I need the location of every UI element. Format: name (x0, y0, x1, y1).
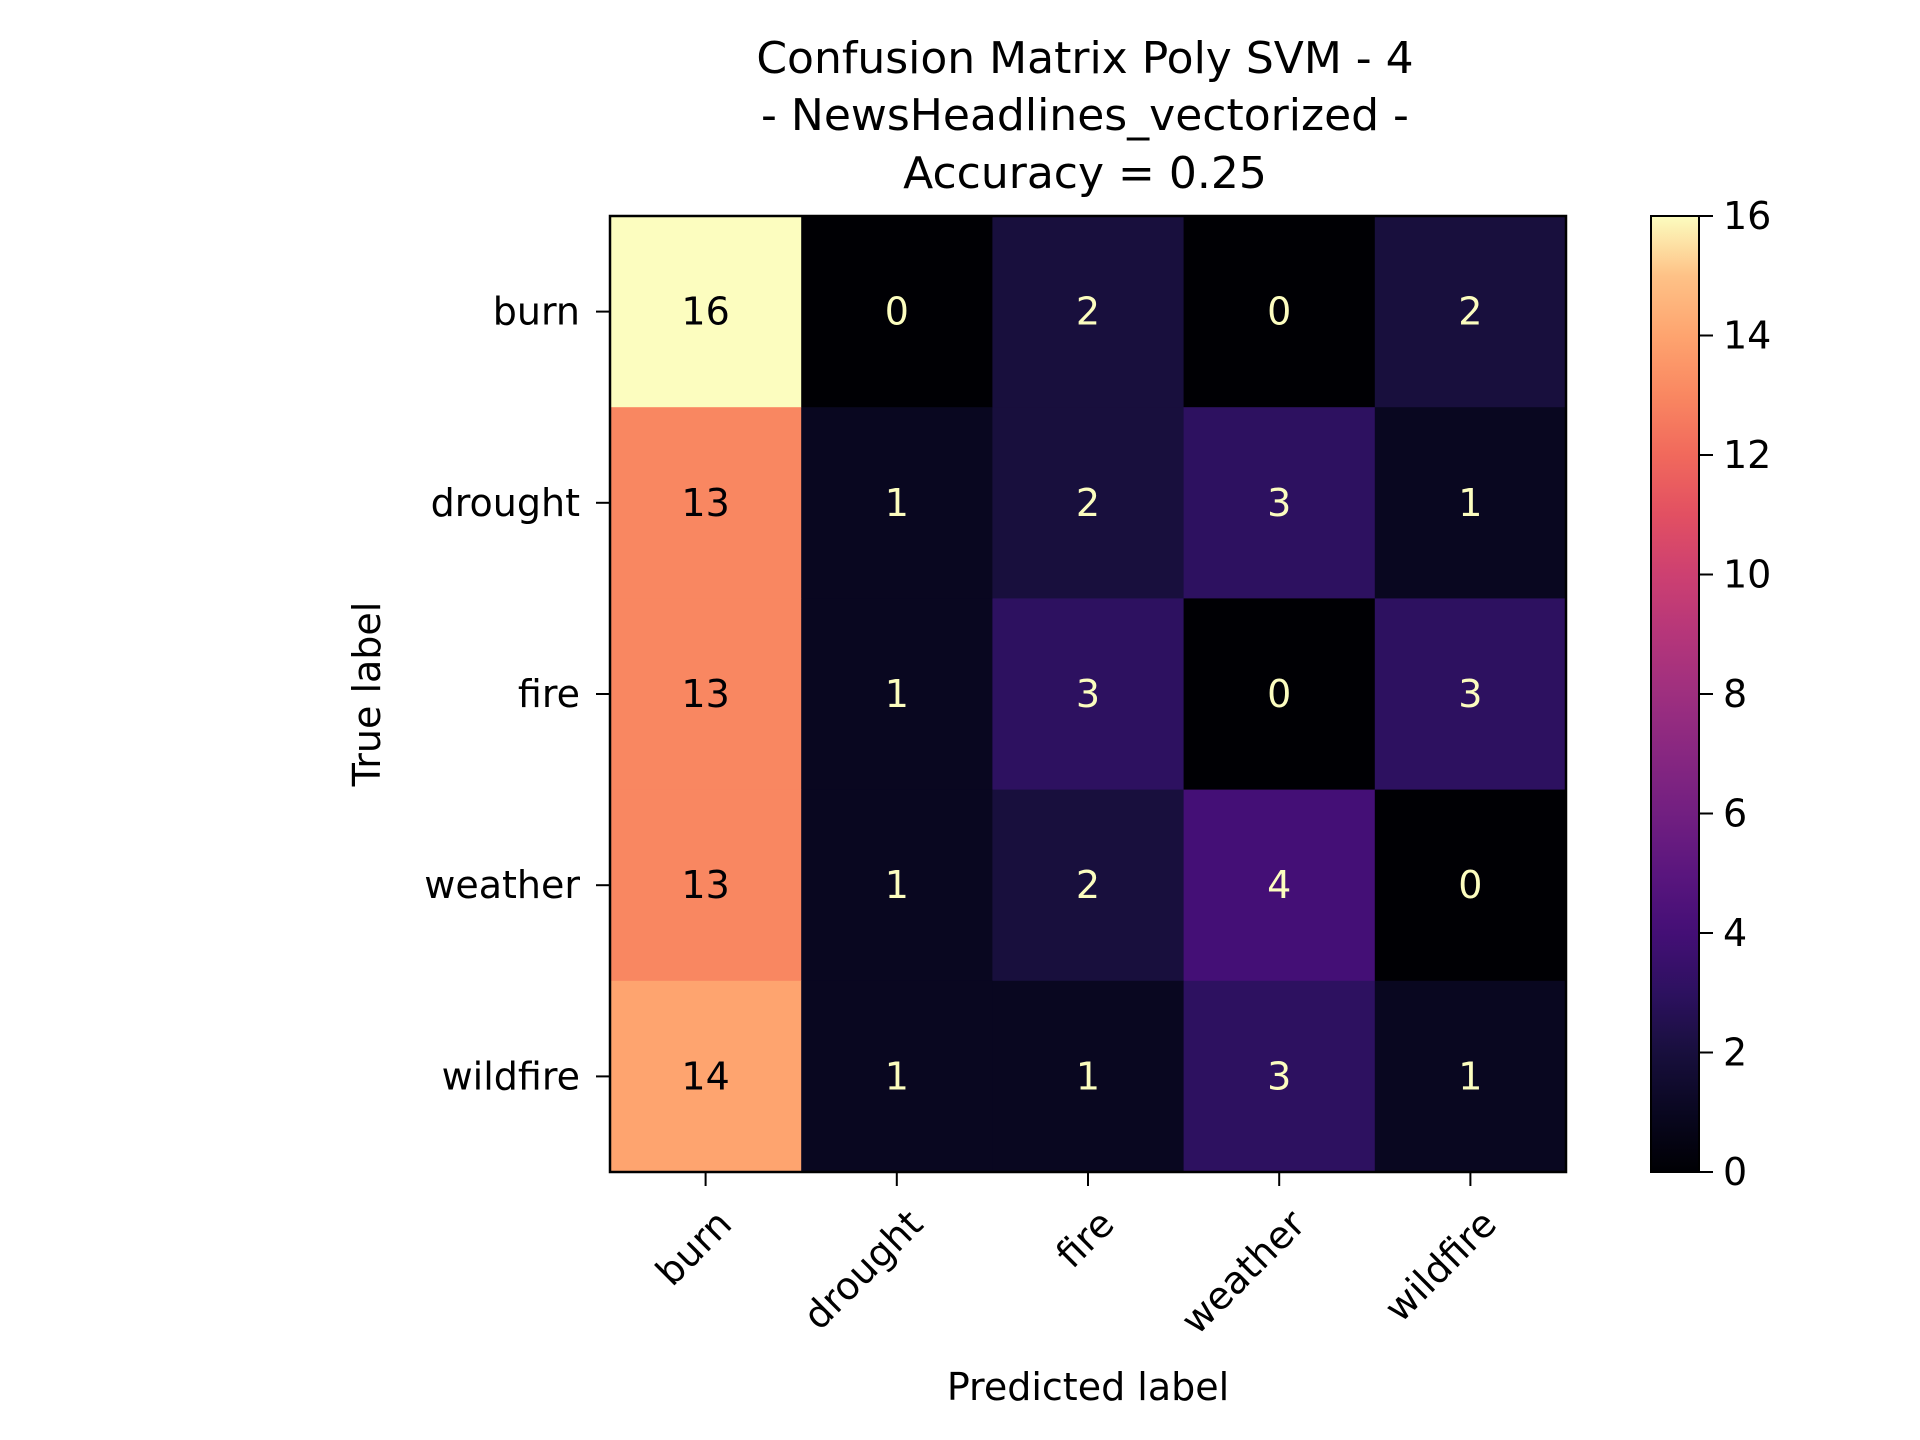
colorbar-tick-label-6: 6 (1723, 792, 1747, 836)
x-tick-label-fire: fire (1047, 1201, 1122, 1276)
cell-value-weather-wildfire: 0 (1458, 863, 1482, 907)
cell-value-drought-fire: 2 (1076, 481, 1100, 525)
cell-value-burn-drought: 0 (885, 290, 909, 334)
chart-title: Confusion Matrix Poly SVM - 4 - NewsHead… (756, 33, 1413, 199)
cell-value-drought-drought: 1 (885, 481, 909, 525)
cell-weather-fire (992, 789, 1185, 982)
x-axis-ticks: burn drought fire weather wildfire (647, 1172, 1505, 1343)
cell-wildfire-fire (992, 980, 1185, 1173)
chart-title-line-3: Accuracy = 0.25 (903, 148, 1267, 199)
cell-drought-drought (801, 407, 993, 599)
colorbar-tick-label-0: 0 (1723, 1150, 1747, 1194)
y-tick-label-weather: weather (424, 863, 580, 907)
cell-weather-burn (610, 789, 802, 982)
cell-value-weather-fire: 2 (1076, 863, 1100, 907)
cell-drought-wildfire (1374, 407, 1567, 599)
chart-title-line-1: Confusion Matrix Poly SVM - 4 (756, 33, 1413, 84)
colorbar-tick-label-12: 12 (1723, 433, 1771, 477)
colorbar-ticks: 0 2 4 6 8 10 12 14 16 (1699, 194, 1771, 1194)
cell-fire-fire (992, 598, 1185, 791)
cell-wildfire-drought (801, 980, 993, 1173)
cell-burn-burn (610, 216, 802, 408)
cell-burn-wildfire (1374, 216, 1567, 408)
cell-value-burn-fire: 2 (1076, 290, 1100, 334)
cell-value-fire-weather: 0 (1267, 672, 1291, 716)
cell-drought-weather (1183, 407, 1376, 599)
cell-wildfire-wildfire (1374, 980, 1567, 1173)
cell-wildfire-weather (1183, 980, 1376, 1173)
heatmap-cells (610, 216, 1567, 1173)
cell-value-fire-fire: 3 (1076, 672, 1100, 716)
x-axis-label: Predicted label (947, 1365, 1229, 1409)
cell-wildfire-burn (610, 980, 802, 1173)
y-tick-label-wildfire: wildfire (442, 1054, 580, 1098)
x-tick-label-weather: weather (1172, 1201, 1313, 1342)
cell-value-drought-wildfire: 1 (1458, 481, 1482, 525)
cell-fire-wildfire (1374, 598, 1567, 791)
cell-weather-drought (801, 789, 993, 982)
cell-value-burn-burn: 16 (681, 290, 729, 334)
cell-value-burn-wildfire: 2 (1458, 290, 1482, 334)
cell-drought-burn (610, 407, 802, 599)
colorbar-tick-label-16: 16 (1723, 194, 1771, 238)
cell-value-wildfire-drought: 1 (885, 1054, 909, 1098)
chart-title-line-2: - NewsHeadlines_vectorized - (761, 90, 1409, 141)
y-axis-label: True label (345, 602, 389, 788)
cell-value-drought-weather: 3 (1267, 481, 1291, 525)
cell-value-fire-drought: 1 (885, 672, 909, 716)
cell-weather-wildfire (1374, 789, 1567, 982)
cell-value-wildfire-weather: 3 (1267, 1054, 1291, 1098)
cell-value-wildfire-fire: 1 (1076, 1054, 1100, 1098)
cell-fire-drought (801, 598, 993, 791)
cell-drought-fire (992, 407, 1185, 599)
cell-burn-drought (801, 216, 993, 408)
cell-value-weather-burn: 13 (681, 863, 729, 907)
cell-annotations: 16 0 2 0 213 1 2 3 113 1 3 0 313 1 2 4 014 1 1 3 1 (681, 290, 1482, 1099)
cell-value-weather-weather: 4 (1267, 863, 1291, 907)
cell-fire-burn (610, 598, 802, 791)
cell-weather-weather (1183, 789, 1376, 982)
colorbar-tick-label-14: 14 (1723, 314, 1771, 358)
cell-value-wildfire-burn: 14 (681, 1054, 729, 1098)
cell-value-burn-weather: 0 (1267, 290, 1291, 334)
y-tick-label-drought: drought (431, 481, 580, 525)
y-tick-label-burn: burn (493, 290, 580, 334)
colorbar-tick-label-2: 2 (1723, 1031, 1747, 1075)
colorbar-tick-label-8: 8 (1723, 672, 1747, 716)
y-tick-label-fire: fire (518, 672, 580, 716)
colorbar-tick-label-10: 10 (1723, 553, 1771, 597)
cell-fire-weather (1183, 598, 1376, 791)
cell-value-fire-burn: 13 (681, 672, 729, 716)
cell-value-wildfire-wildfire: 1 (1458, 1054, 1482, 1098)
x-tick-label-drought: drought (795, 1201, 932, 1338)
colorbar-tick-label-4: 4 (1723, 911, 1747, 955)
colorbar (1650, 215, 1700, 1173)
cell-value-drought-burn: 13 (681, 481, 729, 525)
y-axis-ticks: burn drought fire weather wildfire (424, 290, 610, 1098)
cell-burn-fire (992, 216, 1185, 408)
x-tick-label-burn: burn (647, 1201, 740, 1294)
cell-value-fire-wildfire: 3 (1458, 672, 1482, 716)
x-tick-label-wildfire: wildfire (1376, 1201, 1505, 1330)
cell-burn-weather (1183, 216, 1376, 408)
cell-value-weather-drought: 1 (885, 863, 909, 907)
